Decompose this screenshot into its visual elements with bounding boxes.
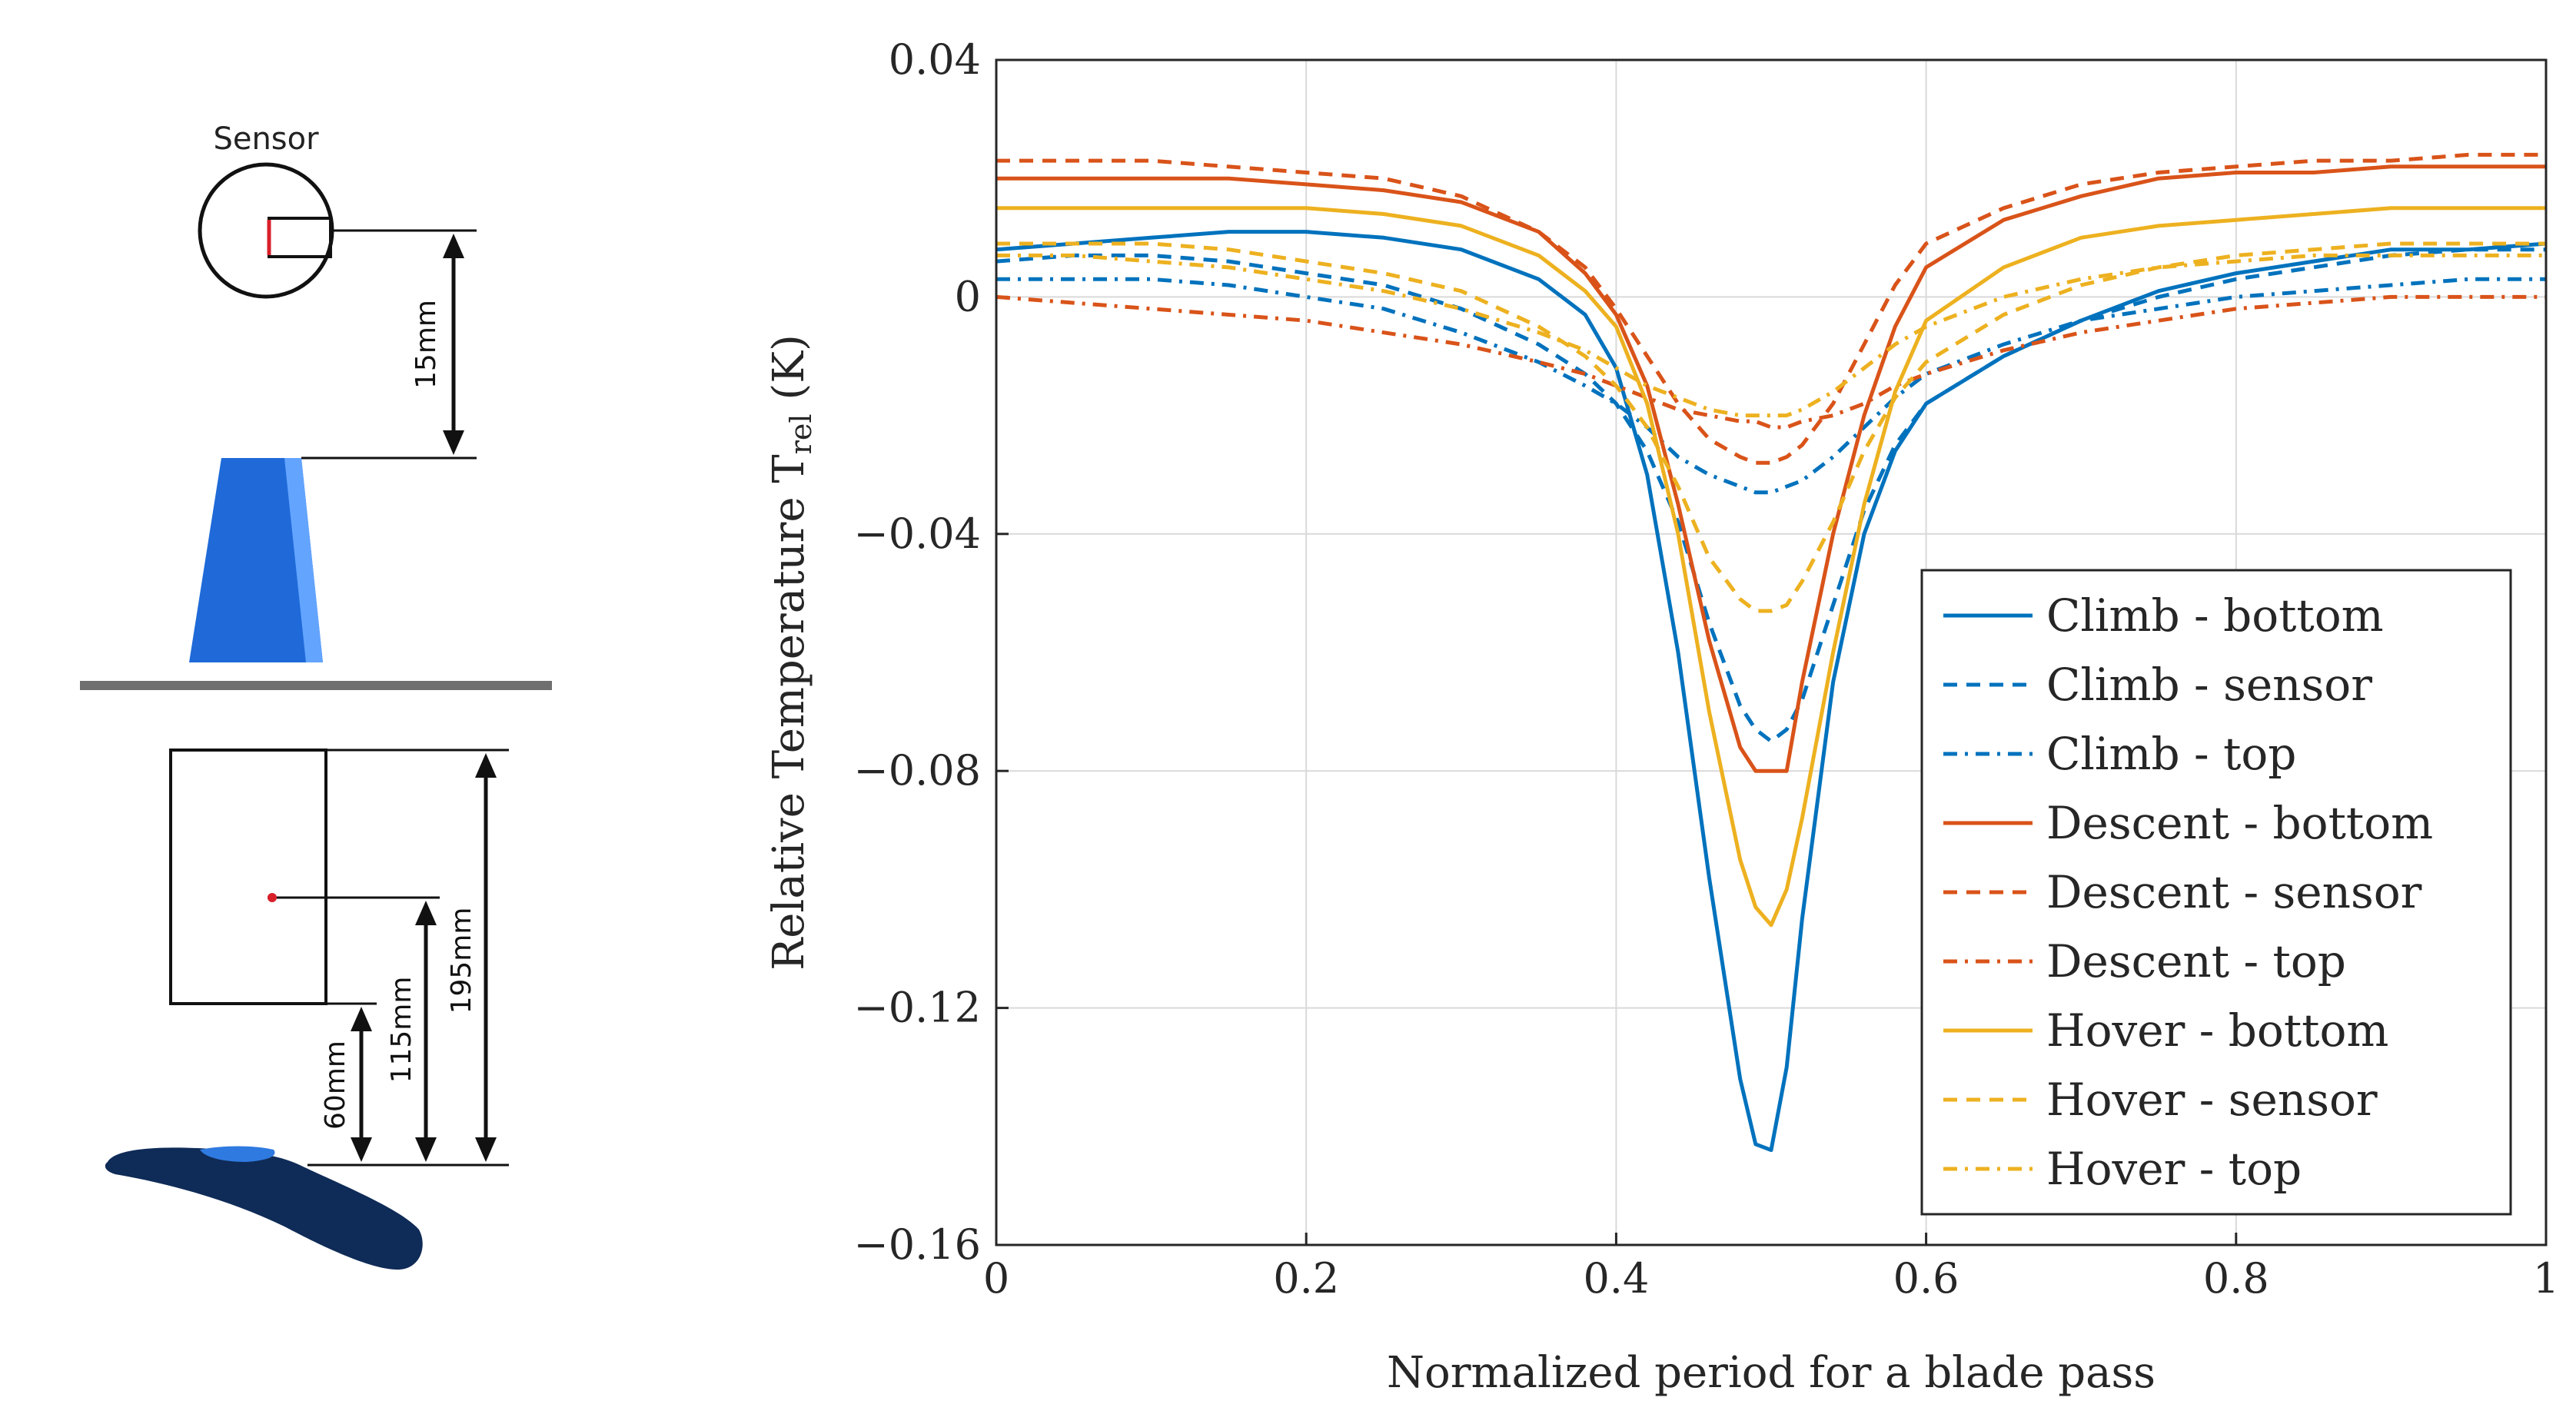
legend-label: Descent - bottom <box>2046 797 2433 849</box>
dim-15-arrow-top <box>443 234 464 258</box>
dim-115-label: 115mm <box>386 977 417 1084</box>
rotor-blade-top <box>105 1147 423 1270</box>
rotor-blade-side <box>189 458 323 662</box>
sensor-position-marker <box>268 893 277 902</box>
y-axis-label: Relative Temperature Trel (K) <box>764 334 818 971</box>
sensor-circle <box>198 162 334 299</box>
legend-item-descent-bottom: Descent - bottom <box>1943 797 2433 849</box>
series-line-descent-top <box>995 294 2546 430</box>
legend-label: Climb - sensor <box>2046 659 2372 711</box>
series-lines <box>995 152 2547 1153</box>
legend-item-hover-top: Hover - top <box>1943 1143 2302 1195</box>
x-tick-label: 1 <box>2533 1254 2559 1303</box>
series-line-hover-top <box>996 253 2546 418</box>
x-tick-label: 0.4 <box>1583 1254 1649 1303</box>
y-tick-label: −0.04 <box>854 510 981 558</box>
dim-195-arrow-top <box>475 753 497 778</box>
legend-item-descent-top: Descent - top <box>1943 935 2346 988</box>
legend-label: Climb - bottom <box>2046 589 2384 642</box>
series-line-descent-sensor <box>996 152 2546 465</box>
rotor-blade-top-highlight <box>200 1146 275 1162</box>
x-tick-label: 0.8 <box>2203 1254 2269 1303</box>
x-tick-label: 0 <box>983 1254 1009 1303</box>
y-tick-label: −0.16 <box>854 1220 981 1269</box>
dim-15-arrow-bottom <box>443 430 464 455</box>
temperature-chart: 0 0.2 0.4 0.6 0.8 1 0.04 0 −0.04 −0.08 −0.12 −0.16… <box>764 35 2559 1398</box>
legend-label: Descent - sensor <box>2046 866 2422 918</box>
legend-label: Descent - top <box>2046 935 2346 988</box>
legend-label: Hover - sensor <box>2046 1074 2378 1126</box>
legend-label: Hover - top <box>2046 1143 2302 1195</box>
legend-item-climb-sensor: Climb - sensor <box>1943 659 2372 711</box>
sensor-probe <box>268 217 332 258</box>
sensor-housing <box>169 749 327 1005</box>
series-line-climb-sensor <box>995 247 2546 744</box>
series-line-climb-bottom <box>995 230 2547 1153</box>
dim-115-arrow-bottom <box>415 1137 437 1162</box>
y-tick-label: −0.12 <box>854 984 981 1032</box>
measurement-schematic: Sensor 15mm 195mm 115mm <box>80 121 552 1270</box>
dim-60-arrow-top <box>351 1007 372 1031</box>
plot-frame <box>995 58 2548 1246</box>
legend-item-climb-top: Climb - top <box>1943 728 2296 780</box>
dim-195-label: 195mm <box>446 908 477 1014</box>
legend-item-hover-bottom: Hover - bottom <box>1943 1004 2388 1057</box>
dim-15-label: 15mm <box>410 300 442 389</box>
dim-60-arrow-bottom <box>351 1137 372 1162</box>
y-tick-label: −0.08 <box>854 746 981 795</box>
sensor-label: Sensor <box>213 121 319 157</box>
series-line-hover-bottom <box>996 206 2546 928</box>
legend-item-descent-sensor: Descent - sensor <box>1943 866 2422 918</box>
series-line-descent-bottom <box>996 164 2546 773</box>
dim-60-label: 60mm <box>320 1041 351 1130</box>
x-tick-label: 0.6 <box>1893 1254 1959 1303</box>
legend-item-climb-bottom: Climb - bottom <box>1943 589 2384 642</box>
y-tick-label: 0 <box>955 272 981 320</box>
series-line-hover-sensor <box>996 241 2546 613</box>
rotor-blade-highlight <box>284 458 323 662</box>
legend-item-hover-sensor: Hover - sensor <box>1943 1074 2378 1126</box>
dim-195-arrow-bottom <box>475 1137 497 1162</box>
legend-label: Climb - top <box>2046 728 2296 780</box>
x-axis-ticks: 0 0.2 0.4 0.6 0.8 1 <box>983 1233 2559 1303</box>
ground-plane <box>80 681 552 690</box>
y-tick-label: 0.04 <box>889 35 981 84</box>
x-tick-label: 0.2 <box>1273 1254 1339 1303</box>
series-line-climb-top <box>996 277 2546 495</box>
legend: Climb - bottom Climb - sensor Climb - top D… <box>1920 569 2512 1216</box>
x-axis-label: Normalized period for a blade pass <box>1387 1348 2156 1398</box>
y-axis-ticks: 0.04 0 −0.04 −0.08 −0.12 −0.16 <box>854 35 1009 1269</box>
legend-label: Hover - bottom <box>2046 1004 2388 1057</box>
dim-115-arrow-top <box>415 901 437 925</box>
